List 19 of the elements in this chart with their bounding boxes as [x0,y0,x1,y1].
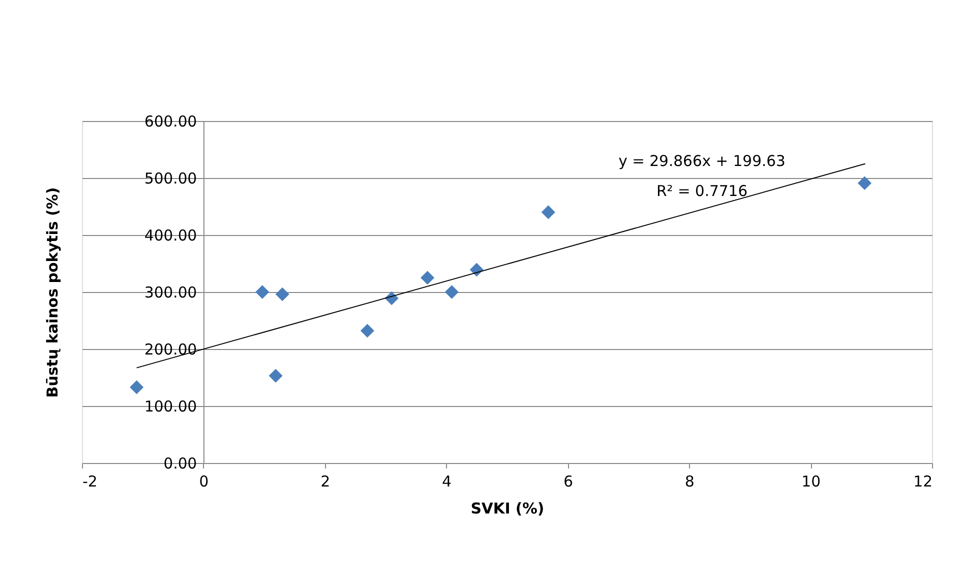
annotation: y = 29.866x + 199.63 [618,152,786,170]
x-tick-label: 2 [320,472,330,490]
y-tick-label: 100.00 [144,398,197,416]
y-tick-label: 0.00 [164,454,197,472]
x-tick-label: 8 [684,472,694,490]
x-axis-title: SVKI (%) [470,500,544,518]
x-tick-label: 4 [442,472,452,490]
x-tick-label: 12 [913,472,932,490]
y-axis-title: Būstų kainos pokytis (%) [44,187,62,398]
y-tick-label: 500.00 [144,170,197,188]
x-tick-label: 0 [199,472,209,490]
y-tick-label: 600.00 [144,112,197,130]
y-tick-label: 300.00 [144,284,197,302]
y-tick-label: 400.00 [144,226,197,244]
x-tick-label: -2 [82,472,98,490]
x-tick-label: 6 [563,472,573,490]
annotation: R² = 0.7716 [656,182,748,200]
y-tick-label: 200.00 [144,340,197,358]
x-tick-label: 10 [802,472,821,490]
